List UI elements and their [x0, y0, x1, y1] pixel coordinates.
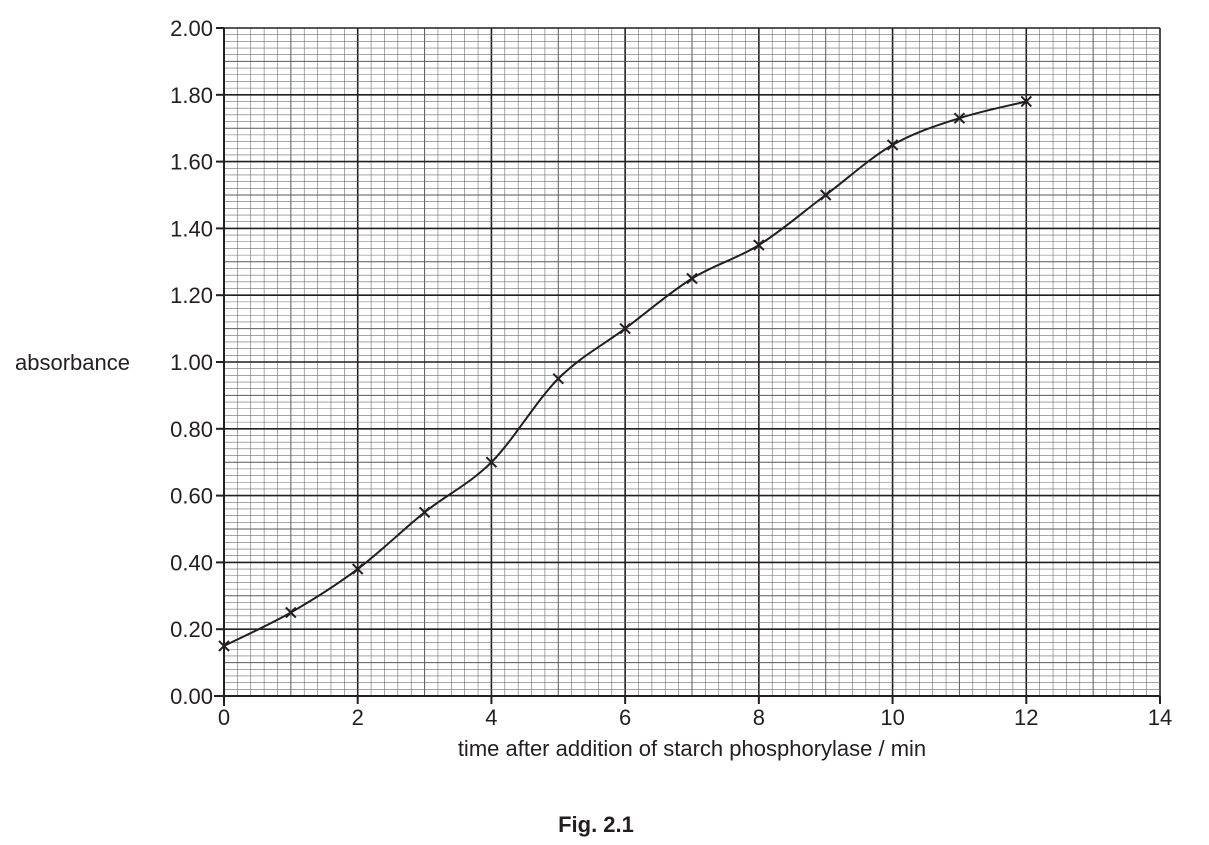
y-tick-label: 0.60	[170, 484, 213, 509]
figure-caption: Fig. 2.1	[558, 812, 634, 837]
y-tick-label: 0.40	[170, 550, 213, 575]
y-tick-label: 1.80	[170, 83, 213, 108]
chart-axes	[214, 28, 1160, 706]
data-point	[619, 322, 631, 335]
y-tick-label: 1.20	[170, 283, 213, 308]
x-tick-label: 2	[352, 705, 364, 730]
data-point	[886, 139, 899, 151]
y-axis-ticks: 0.00 0.20 0.40 0.60 0.80 1.00 1.20 1.40 1.60 1.80…	[170, 16, 224, 709]
data-point	[418, 506, 431, 519]
x-tick-label: 4	[485, 705, 497, 730]
x-tick-label: 10	[880, 705, 904, 730]
y-tick-label: 0.80	[170, 417, 213, 442]
data-point	[953, 112, 966, 124]
series-markers	[218, 95, 1032, 652]
y-tick-label: 1.00	[170, 350, 213, 375]
y-tick-label: 2.00	[170, 16, 213, 41]
data-point	[352, 563, 364, 575]
x-tick-label: 6	[619, 705, 631, 730]
data-point	[820, 189, 832, 201]
y-tick-label: 1.40	[170, 216, 213, 241]
y-tick-label: 0.00	[170, 684, 213, 709]
y-axis-label: absorbance	[15, 350, 130, 375]
data-point	[686, 272, 698, 285]
data-point	[218, 640, 230, 652]
x-axis-ticks: 0 2 4 6 8 10 12 14	[218, 696, 1172, 730]
data-point	[753, 239, 765, 251]
data-point	[1020, 95, 1032, 108]
y-tick-label: 0.20	[170, 617, 213, 642]
data-point	[285, 606, 297, 619]
data-point	[485, 456, 498, 468]
x-tick-label: 12	[1014, 705, 1038, 730]
y-tick-label: 1.60	[170, 150, 213, 175]
data-point	[552, 372, 564, 385]
x-axis-label: time after addition of starch phosphoryl…	[458, 736, 926, 761]
x-tick-label: 14	[1148, 705, 1172, 730]
chart-grid	[223, 27, 1161, 697]
x-tick-label: 8	[753, 705, 765, 730]
x-tick-label: 0	[218, 705, 230, 730]
